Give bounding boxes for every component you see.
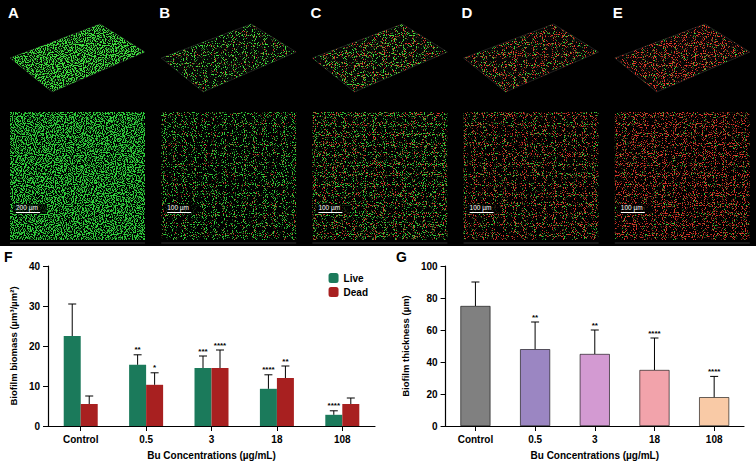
svg-text:**: **	[134, 345, 141, 354]
svg-text:3: 3	[209, 434, 215, 445]
svg-text:0: 0	[34, 421, 40, 432]
svg-text:G: G	[396, 249, 407, 265]
svg-text:200 µm: 200 µm	[16, 204, 38, 212]
svg-text:40: 40	[29, 261, 41, 272]
svg-text:****: ****	[648, 329, 661, 338]
svg-text:**: **	[592, 321, 599, 330]
svg-text:30: 30	[29, 301, 41, 312]
svg-text:D: D	[462, 4, 473, 21]
svg-text:0: 0	[432, 421, 438, 432]
svg-text:****: ****	[214, 341, 227, 350]
svg-text:100 µm: 100 µm	[470, 204, 492, 212]
svg-text:Bu Concentrations (µg/mL): Bu Concentrations (µg/mL)	[147, 450, 276, 461]
svg-text:F: F	[4, 249, 13, 265]
svg-text:Biofilm thickness (µm): Biofilm thickness (µm)	[400, 295, 411, 397]
svg-text:0.5: 0.5	[528, 434, 542, 445]
svg-text:***: ***	[198, 347, 208, 356]
svg-text:80: 80	[426, 293, 438, 304]
svg-text:****: ****	[262, 365, 275, 374]
svg-text:**: **	[282, 357, 289, 366]
svg-text:20: 20	[29, 341, 41, 352]
svg-text:3: 3	[592, 434, 598, 445]
svg-text:Bu Concentrations (µg/mL): Bu Concentrations (µg/mL)	[531, 450, 660, 461]
svg-text:****: ****	[328, 401, 341, 410]
svg-text:108: 108	[706, 434, 723, 445]
svg-text:*: *	[153, 363, 157, 372]
svg-text:100: 100	[421, 261, 438, 272]
svg-text:0.5: 0.5	[139, 434, 153, 445]
svg-text:A: A	[8, 4, 19, 21]
svg-text:100 µm: 100 µm	[621, 204, 643, 212]
svg-text:E: E	[613, 4, 623, 21]
svg-text:100 µm: 100 µm	[167, 204, 189, 212]
svg-text:Live: Live	[344, 273, 364, 284]
svg-text:C: C	[310, 4, 321, 21]
svg-text:60: 60	[426, 325, 438, 336]
svg-text:Biofilm biomass (µm³/µm²): Biofilm biomass (µm³/µm²)	[8, 286, 19, 405]
svg-text:****: ****	[708, 367, 721, 376]
svg-text:108: 108	[334, 434, 351, 445]
svg-text:Control: Control	[63, 434, 99, 445]
svg-text:18: 18	[271, 434, 283, 445]
svg-text:40: 40	[426, 357, 438, 368]
svg-text:**: **	[532, 313, 539, 322]
svg-text:10: 10	[29, 381, 41, 392]
svg-text:18: 18	[649, 434, 661, 445]
svg-text:B: B	[159, 4, 170, 21]
svg-text:100 µm: 100 µm	[318, 204, 340, 212]
svg-text:Dead: Dead	[344, 287, 368, 298]
svg-text:Control: Control	[458, 434, 494, 445]
svg-text:20: 20	[426, 389, 438, 400]
